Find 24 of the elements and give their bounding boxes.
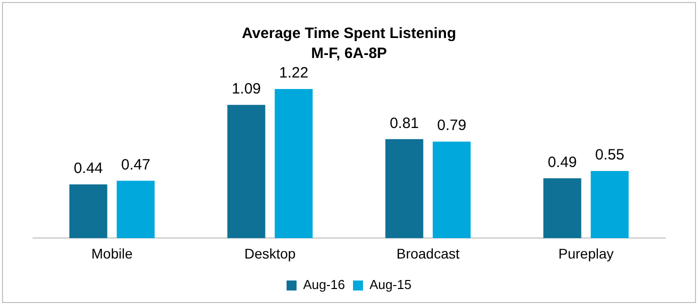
x-tick-label: Broadcast — [396, 245, 460, 262]
x-tick-label: Pureplay — [558, 245, 614, 262]
bar — [227, 104, 266, 238]
bar — [543, 178, 582, 238]
bar — [432, 142, 471, 238]
chart-subtitle: M-F, 6A-8P — [311, 45, 387, 62]
data-label: 1.22 — [279, 64, 308, 82]
bar — [116, 180, 155, 238]
data-label: 0.47 — [121, 156, 150, 174]
data-label: 0.49 — [548, 154, 577, 171]
data-label: 1.09 — [232, 80, 261, 98]
x-tick-label: Mobile — [91, 245, 133, 262]
data-label: 0.44 — [74, 160, 103, 178]
legend-label: Aug-16 — [303, 277, 345, 292]
bar — [69, 184, 108, 238]
bar — [590, 170, 629, 238]
bar — [385, 139, 424, 238]
legend-label: Aug-15 — [370, 277, 412, 292]
data-label: 0.55 — [595, 146, 624, 164]
data-label: 0.81 — [390, 114, 419, 132]
chart-title: Average Time Spent Listening — [242, 25, 456, 42]
x-tick-label: Desktop — [244, 245, 296, 262]
data-label: 0.79 — [437, 117, 466, 134]
bar — [274, 89, 313, 238]
